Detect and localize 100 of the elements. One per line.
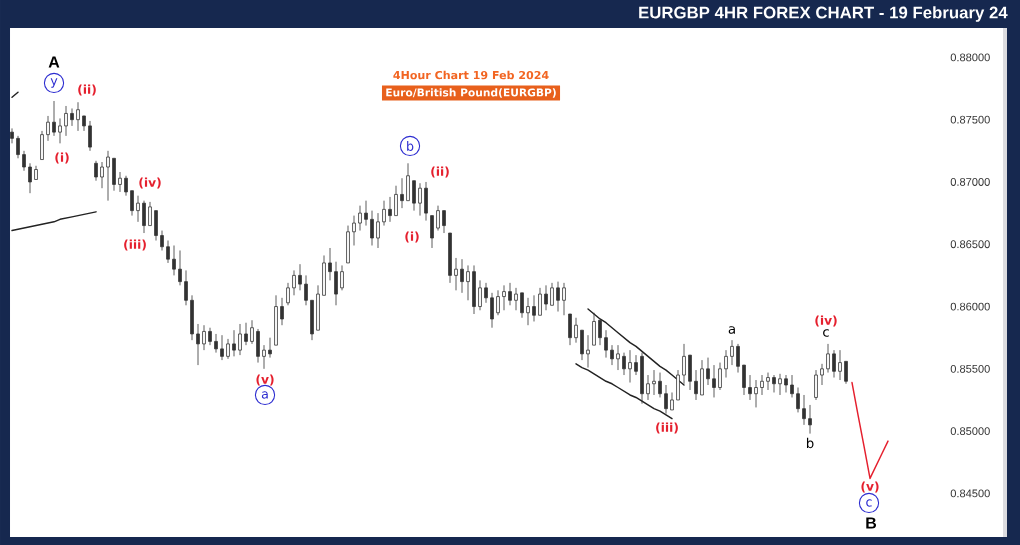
annotation: (v) bbox=[256, 374, 274, 386]
candlestick bbox=[142, 200, 146, 234]
candlestick bbox=[232, 329, 236, 357]
candlestick bbox=[460, 258, 464, 294]
candlestick bbox=[694, 369, 698, 401]
candlestick bbox=[52, 100, 56, 137]
candlestick bbox=[634, 354, 638, 376]
candlestick bbox=[64, 105, 68, 137]
y-tick-label: 0.88000 bbox=[950, 53, 990, 62]
candlestick bbox=[628, 349, 632, 383]
candlestick bbox=[424, 181, 428, 221]
candlestick bbox=[118, 171, 122, 193]
candlestick bbox=[82, 115, 86, 132]
candlestick bbox=[550, 282, 554, 306]
annotation: 4Hour Chart 19 Feb 2024 bbox=[393, 70, 549, 80]
annotation: c bbox=[866, 499, 872, 507]
candlestick bbox=[418, 182, 422, 216]
candlestick bbox=[364, 200, 368, 226]
candlestick bbox=[76, 101, 80, 132]
candlestick bbox=[610, 344, 614, 366]
candlestick bbox=[844, 360, 848, 385]
annotation: (iii) bbox=[656, 422, 678, 434]
candlestick bbox=[652, 369, 656, 396]
annotation: (i) bbox=[55, 152, 69, 164]
candlestick bbox=[34, 165, 38, 180]
candlestick bbox=[664, 384, 668, 415]
candlestick bbox=[604, 329, 608, 358]
candlestick bbox=[400, 177, 404, 209]
candlestick bbox=[598, 319, 602, 346]
candlestick bbox=[790, 374, 794, 398]
candlestick bbox=[316, 284, 320, 331]
candlestick bbox=[124, 175, 128, 197]
candlestick bbox=[130, 190, 134, 216]
y-tick-label: 0.85000 bbox=[950, 427, 990, 436]
candlestick bbox=[592, 312, 596, 346]
candlestick bbox=[412, 180, 416, 212]
annotation: b bbox=[407, 141, 414, 151]
annotation: c bbox=[823, 329, 829, 337]
annotation: a bbox=[261, 391, 268, 399]
candlestick bbox=[826, 343, 830, 373]
candlestick bbox=[712, 364, 716, 398]
candlestick bbox=[166, 240, 170, 264]
candlestick bbox=[196, 323, 200, 366]
candlestick bbox=[370, 210, 374, 246]
candlestick bbox=[184, 270, 188, 306]
candlestick bbox=[670, 392, 674, 411]
candlestick bbox=[292, 270, 296, 296]
candlestick bbox=[10, 128, 14, 144]
candlestick bbox=[808, 404, 812, 434]
candlestick bbox=[304, 274, 308, 306]
candlestick bbox=[766, 372, 770, 391]
candlestick bbox=[718, 362, 722, 391]
candlestick bbox=[580, 329, 584, 361]
candlestick bbox=[754, 379, 758, 408]
candlestick bbox=[238, 323, 242, 356]
annotation: y bbox=[50, 78, 58, 88]
candlestick bbox=[748, 374, 752, 401]
candlestick bbox=[58, 118, 62, 144]
candlestick bbox=[346, 225, 350, 264]
candlestick bbox=[526, 297, 530, 326]
candlestick bbox=[106, 150, 110, 202]
candlestick bbox=[688, 354, 692, 391]
annotation: A bbox=[48, 56, 60, 68]
candlestick bbox=[406, 162, 410, 202]
candlestick bbox=[838, 349, 842, 381]
candlestick bbox=[514, 287, 518, 311]
candlestick bbox=[430, 215, 434, 249]
candlestick bbox=[388, 196, 392, 223]
candlestick bbox=[358, 205, 362, 231]
candlestick bbox=[736, 343, 740, 373]
candlestick bbox=[322, 255, 326, 296]
annotation: (iv) bbox=[815, 315, 837, 327]
candlestick bbox=[334, 261, 338, 306]
candlestick bbox=[40, 130, 44, 160]
candlestick bbox=[220, 334, 224, 361]
annotation: (iii) bbox=[124, 239, 146, 251]
annotation: a bbox=[728, 326, 735, 334]
candlestick bbox=[472, 265, 476, 315]
annotation: (i) bbox=[405, 231, 419, 243]
candlestick bbox=[562, 282, 566, 316]
candlestick bbox=[112, 157, 116, 192]
y-tick-label: 0.84500 bbox=[950, 489, 990, 498]
candlestick bbox=[772, 374, 776, 393]
candlestick bbox=[298, 263, 302, 291]
annotation: (v) bbox=[861, 481, 879, 493]
candlestick bbox=[802, 394, 806, 426]
candlestick bbox=[730, 339, 734, 366]
candlestick bbox=[640, 352, 644, 405]
candlestick bbox=[556, 281, 560, 312]
candlestick bbox=[178, 250, 182, 286]
candlestick bbox=[466, 265, 470, 301]
candlestick bbox=[724, 349, 728, 378]
candlestick bbox=[376, 212, 380, 249]
candlestick bbox=[88, 120, 92, 152]
candlestick bbox=[742, 364, 746, 396]
candlestick bbox=[226, 338, 230, 360]
candlestick bbox=[484, 282, 488, 304]
y-tick-label: 0.86500 bbox=[950, 240, 990, 249]
candlestick bbox=[454, 257, 458, 291]
candlestick bbox=[340, 265, 344, 291]
